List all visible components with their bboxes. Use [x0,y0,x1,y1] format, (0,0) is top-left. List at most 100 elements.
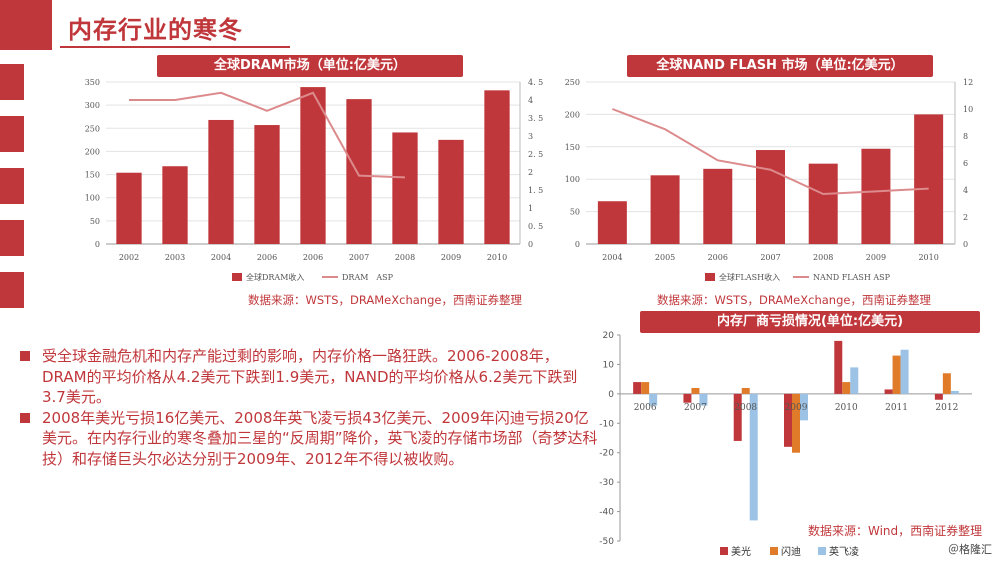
bar [346,99,372,244]
y-tick-label: 50 [570,208,580,217]
bar [914,114,944,245]
nand-chart: 0 50 100 150 200 250 0 2 4 6 8 10 12 2004 2005 2006 2007… [565,78,973,282]
x-tick-label: 2010 [487,253,507,262]
page-title: 内存行业的寒冬 [68,16,243,44]
asp-line [611,108,929,196]
y2-tick-label: 6 [963,159,968,168]
x-tick-label: 2006 [257,253,277,262]
loss-chart: -50 -40 -30 -20 -10 0 10 20 2006 2007 2008 2009 2010… [599,331,972,558]
bar [116,172,142,244]
bar [950,390,959,394]
legend-label: 美光 [731,545,751,558]
bar [254,125,280,244]
legend-label: 英飞凌 [829,545,859,558]
y-tick-label: 20 [603,331,615,341]
bar [392,132,418,244]
y-tick-label: 0 [608,390,614,400]
y-tick-label: -30 [599,478,614,488]
legend-swatch [770,547,778,555]
y-tick-label: 250 [85,124,100,133]
loss-source: 数据来源：Wind，西南证券整理 [808,524,983,538]
y-tick-label: -50 [599,537,614,547]
x-tick-label: 2006 [708,253,728,262]
x-tick-label: 2008 [813,253,833,262]
x-tick-label: 2009 [441,253,461,262]
bar [650,175,680,244]
y2-tick-label: 4. 5 [528,78,543,87]
bar [884,389,893,394]
legend-label: 闪迪 [781,545,801,558]
dram-chart-title: 全球DRAM市场（单位:亿美元） [157,55,463,77]
bar [792,393,800,453]
legend-bar-label: 全球DRAM收入 [246,272,304,282]
bar [934,393,943,400]
bar [850,367,859,394]
y-tick-label: 0 [95,240,100,249]
sidebar-accent-5 [0,272,24,308]
y2-tick-label: 3. 5 [528,114,543,123]
y2-tick-label: 4 [963,186,968,195]
legend-swatch [720,547,728,555]
x-tick-label: 2004 [602,253,622,262]
y2-tick-label: 2 [528,168,533,177]
x-tick-label: 2008 [734,403,757,413]
bar [641,382,650,394]
loss-chart-title: 内存厂商亏损情况(单位:亿美元) [640,311,980,333]
title-underline [60,46,290,48]
y2-tick-label: 2. 5 [528,150,543,159]
y-tick-label: 10 [603,360,615,370]
x-tick-label: 2002 [119,253,139,262]
asp-line [129,91,406,179]
x-tick-label: 2007 [349,253,369,262]
y-tick-label: 150 [85,171,100,180]
bar [597,201,627,244]
x-tick-label: 2011 [885,403,908,413]
bar [842,382,851,394]
y-tick-label: -40 [599,508,614,518]
legend-line-label: DRAM ASP [342,273,394,282]
y-tick-label: 150 [565,143,580,152]
bullet-item-2: 2008年美光亏损16亿美元、2008年英飞凌亏损43亿美元、2009年闪迪亏损… [20,408,600,470]
y2-tick-label: 0 [963,240,968,249]
bullet-text-2: 2008年美光亏损16亿美元、2008年英飞凌亏损43亿美元、2009年闪迪亏损… [42,408,598,468]
y2-tick-label: 12 [963,78,973,87]
x-tick-label: 2009 [785,403,808,413]
bar [808,163,838,244]
bullet-list: 受全球金融危机和内存产能过剩的影响，内存价格一路狂跌。2006-2008年，DR… [20,346,600,469]
y2-tick-label: 3 [528,132,533,141]
y-tick-label: 200 [85,147,100,156]
sidebar-accent-3 [0,168,24,204]
bar [892,355,901,394]
dram-chart: 0 50 100 150 200 250 300 350 0 0. 5 1 1. 5 2 2. 5 3 3. … [85,78,544,282]
bullet-text-1: 受全球金融危机和内存产能过剩的影响，内存价格一路狂跌。2006-2008年，DR… [42,347,578,406]
bar [438,139,464,244]
dram-source: 数据来源：WSTS，DRAMeXchange，西南证券整理 [248,293,522,307]
x-tick-label: 2012 [935,403,958,413]
bar [834,340,843,394]
y2-tick-label: 1 [528,204,533,213]
y2-tick-label: 10 [963,105,973,114]
sidebar-accent-4 [0,220,24,256]
y2-tick-label: 2 [963,213,968,222]
y-tick-label: -20 [599,449,614,459]
bar [784,393,792,447]
nand-source: 数据来源：WSTS，DRAMeXchange，西南证券整理 [657,293,931,307]
x-tick-label: 2009 [866,253,886,262]
legend-bar-label: 全球FLASH收入 [719,272,780,282]
nand-chart-title: 全球NAND FLASH 市场（单位:亿美元） [627,55,933,77]
header-accent-block [0,0,52,50]
y-tick-label: 50 [90,217,100,226]
x-tick-label: 2007 [684,403,707,413]
bar [633,382,642,394]
legend-bar-swatch [705,273,715,281]
y-tick-label: 100 [565,175,580,184]
legend-swatch [818,547,826,555]
bullet-square-icon [20,351,30,361]
bar [162,166,188,244]
y-tick-label: 100 [85,194,100,203]
sidebar-accent-2 [0,116,24,152]
x-tick-label: 2006 [634,403,657,413]
x-tick-label: 2006 [303,253,323,262]
legend-bar-swatch [232,273,242,281]
watermark: ＠格隆汇 [948,543,992,556]
